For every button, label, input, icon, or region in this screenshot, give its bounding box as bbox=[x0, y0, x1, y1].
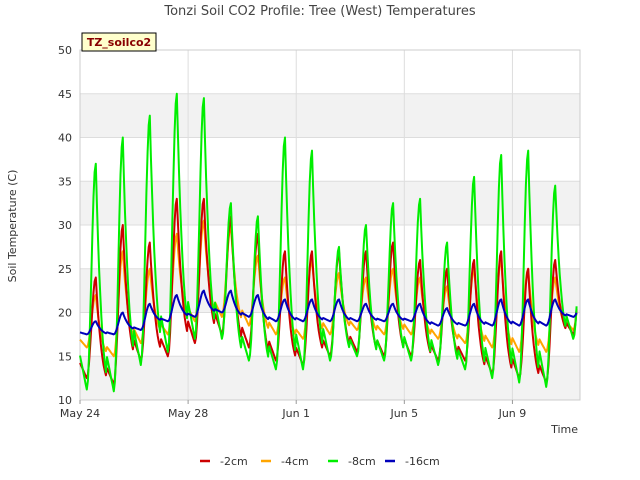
y-tick-label: 35 bbox=[58, 175, 72, 188]
x-axis-label: Time bbox=[550, 423, 578, 436]
x-tick-label: Jun 9 bbox=[498, 407, 527, 420]
y-tick-label: 50 bbox=[58, 44, 72, 57]
x-tick-label: May 24 bbox=[60, 407, 100, 420]
series-lines bbox=[79, 92, 578, 393]
annotation-label: TZ_soilco2 bbox=[87, 36, 151, 49]
legend-entry: -16cm bbox=[405, 455, 440, 468]
annotation-box: TZ_soilco2 bbox=[81, 32, 157, 52]
series-line-minus-16cm bbox=[79, 289, 578, 336]
grid-band bbox=[80, 356, 580, 400]
grid-band bbox=[80, 93, 580, 138]
x-tick-label: Jun 5 bbox=[389, 407, 418, 420]
y-tick-label: 40 bbox=[58, 132, 72, 145]
axis-ticks: 10 15 20 25 30 35 40 45 50 May 24 May 28 Jun 1 Jun 5… bbox=[58, 44, 526, 420]
legend-entry: -8cm bbox=[348, 455, 376, 468]
plot-frame bbox=[79, 49, 581, 401]
y-axis-label: Soil Temperature (C) bbox=[6, 170, 19, 283]
y-tick-label: 20 bbox=[58, 307, 72, 320]
chart-title: Tonzi Soil CO2 Profile: Tree (West) Temp… bbox=[163, 4, 476, 19]
legend-entry: -4cm bbox=[281, 455, 309, 468]
y-tick-label: 25 bbox=[58, 263, 72, 276]
x-tick-label: Jun 1 bbox=[281, 407, 310, 420]
y-tick-label: 30 bbox=[58, 219, 72, 232]
legend-entry: -2cm bbox=[220, 455, 248, 468]
x-tick-label: May 28 bbox=[168, 407, 208, 420]
legend: -2cm -4cm -8cm -16cm bbox=[200, 455, 440, 468]
y-tick-label: 15 bbox=[58, 350, 72, 363]
series-line-minus-8cm bbox=[79, 92, 578, 393]
y-tick-label: 10 bbox=[58, 394, 72, 407]
grid-band bbox=[80, 181, 580, 225]
y-tick-label: 45 bbox=[58, 88, 72, 101]
